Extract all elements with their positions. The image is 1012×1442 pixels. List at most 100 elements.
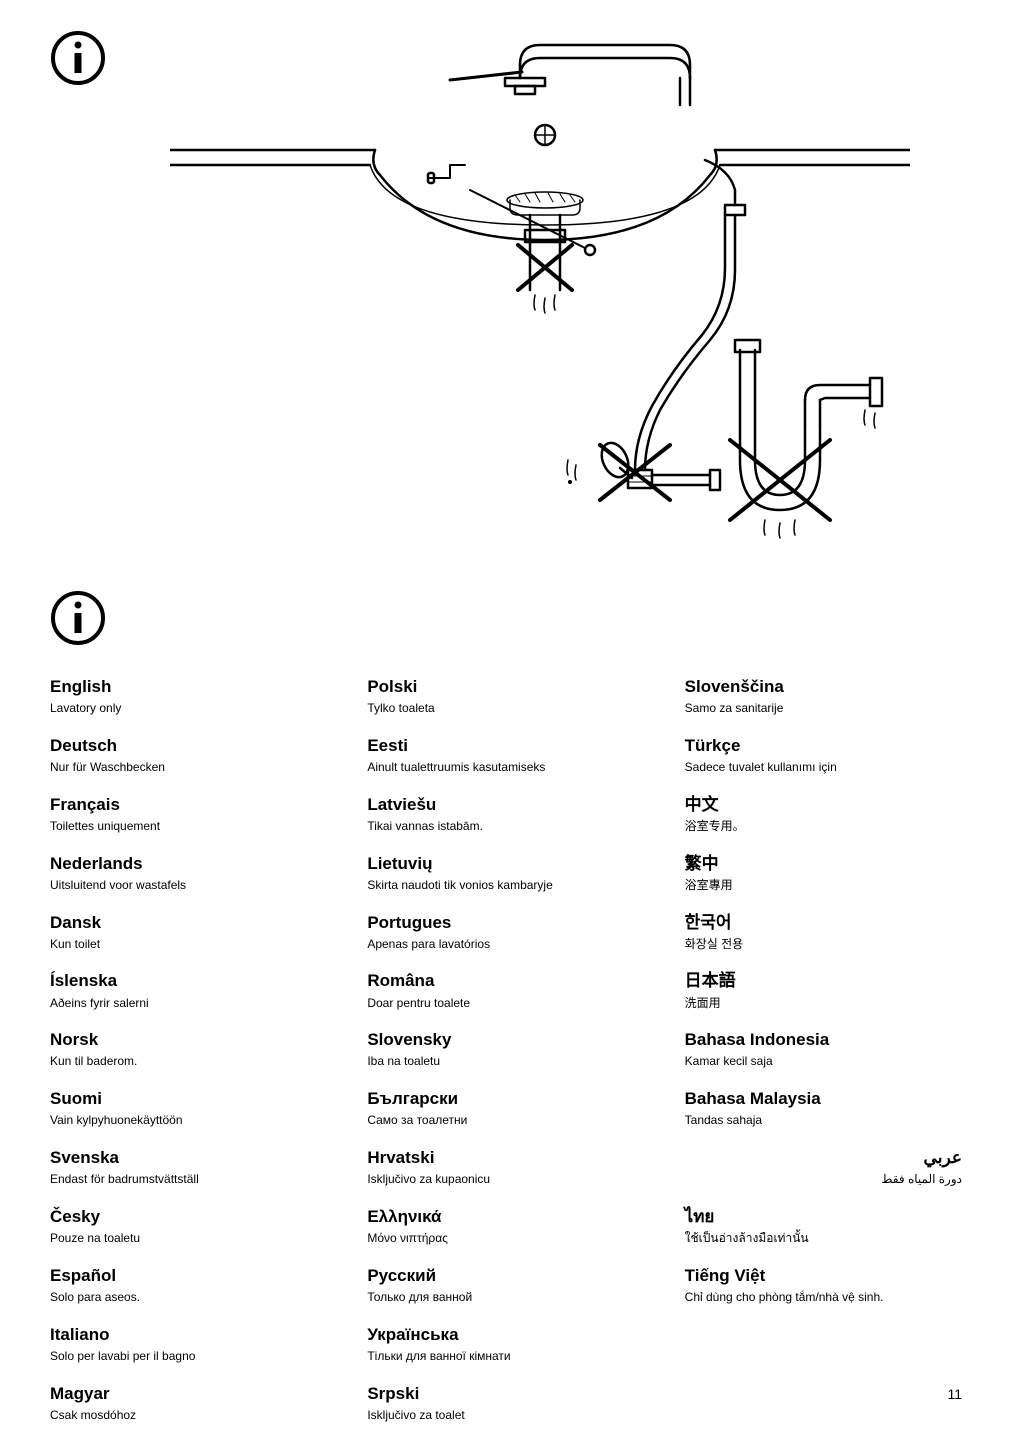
language-name: Ελληνικά	[367, 1206, 644, 1228]
language-text: Endast för badrumstvättställ	[50, 1171, 327, 1188]
language-text: Tylko toaleta	[367, 700, 644, 717]
language-block: Ελληνικά Μόνο νιπτήρας	[367, 1206, 644, 1247]
language-name: Slovensky	[367, 1029, 644, 1051]
language-name: 日本語	[685, 970, 962, 992]
language-text: Isključivo za kupaonicu	[367, 1171, 644, 1188]
language-text: Pouze na toaletu	[50, 1230, 327, 1247]
sink-diagram	[170, 30, 910, 550]
language-text: Tandas sahaja	[685, 1112, 962, 1129]
language-block: 日本語洗面用	[685, 970, 962, 1011]
language-name: English	[50, 676, 327, 698]
language-block: SuomiVain kylpyhuonekäyttöön	[50, 1088, 327, 1129]
language-text: Skirta naudoti tik vonios kambaryje	[367, 877, 644, 894]
language-block: Lietuvių Skirta naudoti tik vonios kambar…	[367, 853, 644, 894]
language-block: Русский Только для ванной	[367, 1265, 644, 1306]
language-name: Español	[50, 1265, 327, 1287]
language-name: Norsk	[50, 1029, 327, 1051]
language-name: Русский	[367, 1265, 644, 1287]
language-block: English Lavatory only	[50, 676, 327, 717]
language-block: Eesti Ainult tualettruumis kasutamiseks	[367, 735, 644, 776]
language-name: Suomi	[50, 1088, 327, 1110]
column-3: Slovenščina Samo za sanitarije TürkçeSadec…	[685, 676, 962, 1442]
language-name: Magyar	[50, 1383, 327, 1405]
language-name: Česky	[50, 1206, 327, 1228]
language-text: Chỉ dùng cho phòng tắm/nhà vệ sinh.	[685, 1289, 962, 1306]
language-text: Само за тоалетни	[367, 1112, 644, 1129]
language-name: Dansk	[50, 912, 327, 934]
language-text: Toilettes uniquement	[50, 818, 327, 835]
language-text: Solo para aseos.	[50, 1289, 327, 1306]
language-name: Lietuvių	[367, 853, 644, 875]
language-name: Latviešu	[367, 794, 644, 816]
language-block: 繁中浴室專用	[685, 853, 962, 894]
language-text: Isključivo za toalet	[367, 1407, 644, 1424]
language-text: Lavatory only	[50, 700, 327, 717]
language-text: Nur für Waschbecken	[50, 759, 327, 776]
language-name: Italiano	[50, 1324, 327, 1346]
language-block: Bahasa MalaysiaTandas sahaja	[685, 1088, 962, 1129]
language-block: ไทยใช้เป็นอ่างล้างมือเท่านั้น	[685, 1206, 962, 1247]
language-name: Français	[50, 794, 327, 816]
language-name: ไทย	[685, 1206, 962, 1228]
language-name: Portugues	[367, 912, 644, 934]
language-block: Tiếng Việt Chỉ dùng cho phòng tắm/nhà vệ …	[685, 1265, 962, 1306]
language-text: Solo per lavabi per il bagno	[50, 1348, 327, 1365]
language-block: Svenska Endast för badrumstvättställ	[50, 1147, 327, 1188]
language-block: NederlandsUitsluitend voor wastafels	[50, 853, 327, 894]
language-text: Kamar kecil saja	[685, 1053, 962, 1070]
language-text: Apenas para lavatórios	[367, 936, 644, 953]
language-block: عربي دورة المياه فقط	[685, 1147, 962, 1188]
language-block: RomânaDoar pentru toalete	[367, 970, 644, 1011]
language-text: Aðeins fyrir salerni	[50, 995, 327, 1012]
language-block: Bahasa Indonesia Kamar kecil saja	[685, 1029, 962, 1070]
info-icon	[50, 590, 106, 646]
page-number: 11	[947, 1386, 962, 1402]
language-text: 洗面用	[685, 995, 962, 1012]
language-block: PolskiTylko toaleta	[367, 676, 644, 717]
language-block: Français Toilettes uniquement	[50, 794, 327, 835]
language-name: Româna	[367, 970, 644, 992]
language-name: عربي	[685, 1147, 962, 1169]
language-name: Slovenščina	[685, 676, 962, 698]
language-name: 繁中	[685, 853, 962, 875]
language-block: Hrvatski Isključivo za kupaonicu	[367, 1147, 644, 1188]
language-text: 浴室专用。	[685, 818, 962, 835]
language-name: 한국어	[685, 912, 962, 934]
language-block: Deutsch Nur für Waschbecken	[50, 735, 327, 776]
language-text: Samo za sanitarije	[685, 700, 962, 717]
language-name: Bahasa Indonesia	[685, 1029, 962, 1051]
language-block: Español Solo para aseos.	[50, 1265, 327, 1306]
language-block: УкраїнськаТільки для ванної кімнати	[367, 1324, 644, 1365]
language-name: Deutsch	[50, 735, 327, 757]
language-block: 中文浴室专用。	[685, 794, 962, 835]
language-block: БългарскиСамо за тоалетни	[367, 1088, 644, 1129]
language-name: Tiếng Việt	[685, 1265, 962, 1287]
language-name: Svenska	[50, 1147, 327, 1169]
language-text: Tikai vannas istabām.	[367, 818, 644, 835]
language-name: Íslenska	[50, 970, 327, 992]
language-text: دورة المياه فقط	[685, 1171, 962, 1188]
language-name: Hrvatski	[367, 1147, 644, 1169]
language-text: Только для ванной	[367, 1289, 644, 1306]
language-block: 한국어화장실 전용	[685, 912, 962, 953]
language-text: Sadece tuvalet kullanımı için	[685, 759, 962, 776]
column-1: English Lavatory only Deutsch Nur für Wasch…	[50, 676, 327, 1442]
info-icon-section	[50, 590, 962, 651]
language-text: Ainult tualettruumis kasutamiseks	[367, 759, 644, 776]
info-icon-top	[50, 30, 106, 91]
language-block: Latviešu Tikai vannas istabām.	[367, 794, 644, 835]
language-block: TürkçeSadece tuvalet kullanımı için	[685, 735, 962, 776]
language-block: Dansk Kun toilet	[50, 912, 327, 953]
language-name: Eesti	[367, 735, 644, 757]
language-block: Srpski Isključivo za toalet	[367, 1383, 644, 1424]
language-name: Srpski	[367, 1383, 644, 1405]
language-text: Csak mosdóhoz	[50, 1407, 327, 1424]
language-block: SlovenskyIba na toaletu	[367, 1029, 644, 1070]
language-text: Μόνο νιπτήρας	[367, 1230, 644, 1247]
language-block: Česky Pouze na toaletu	[50, 1206, 327, 1247]
language-text: ใช้เป็นอ่างล้างมือเท่านั้น	[685, 1230, 962, 1247]
language-name: Nederlands	[50, 853, 327, 875]
language-block: Slovenščina Samo za sanitarije	[685, 676, 962, 717]
language-columns: English Lavatory only Deutsch Nur für Wasch…	[50, 676, 962, 1442]
language-text: Kun toilet	[50, 936, 327, 953]
